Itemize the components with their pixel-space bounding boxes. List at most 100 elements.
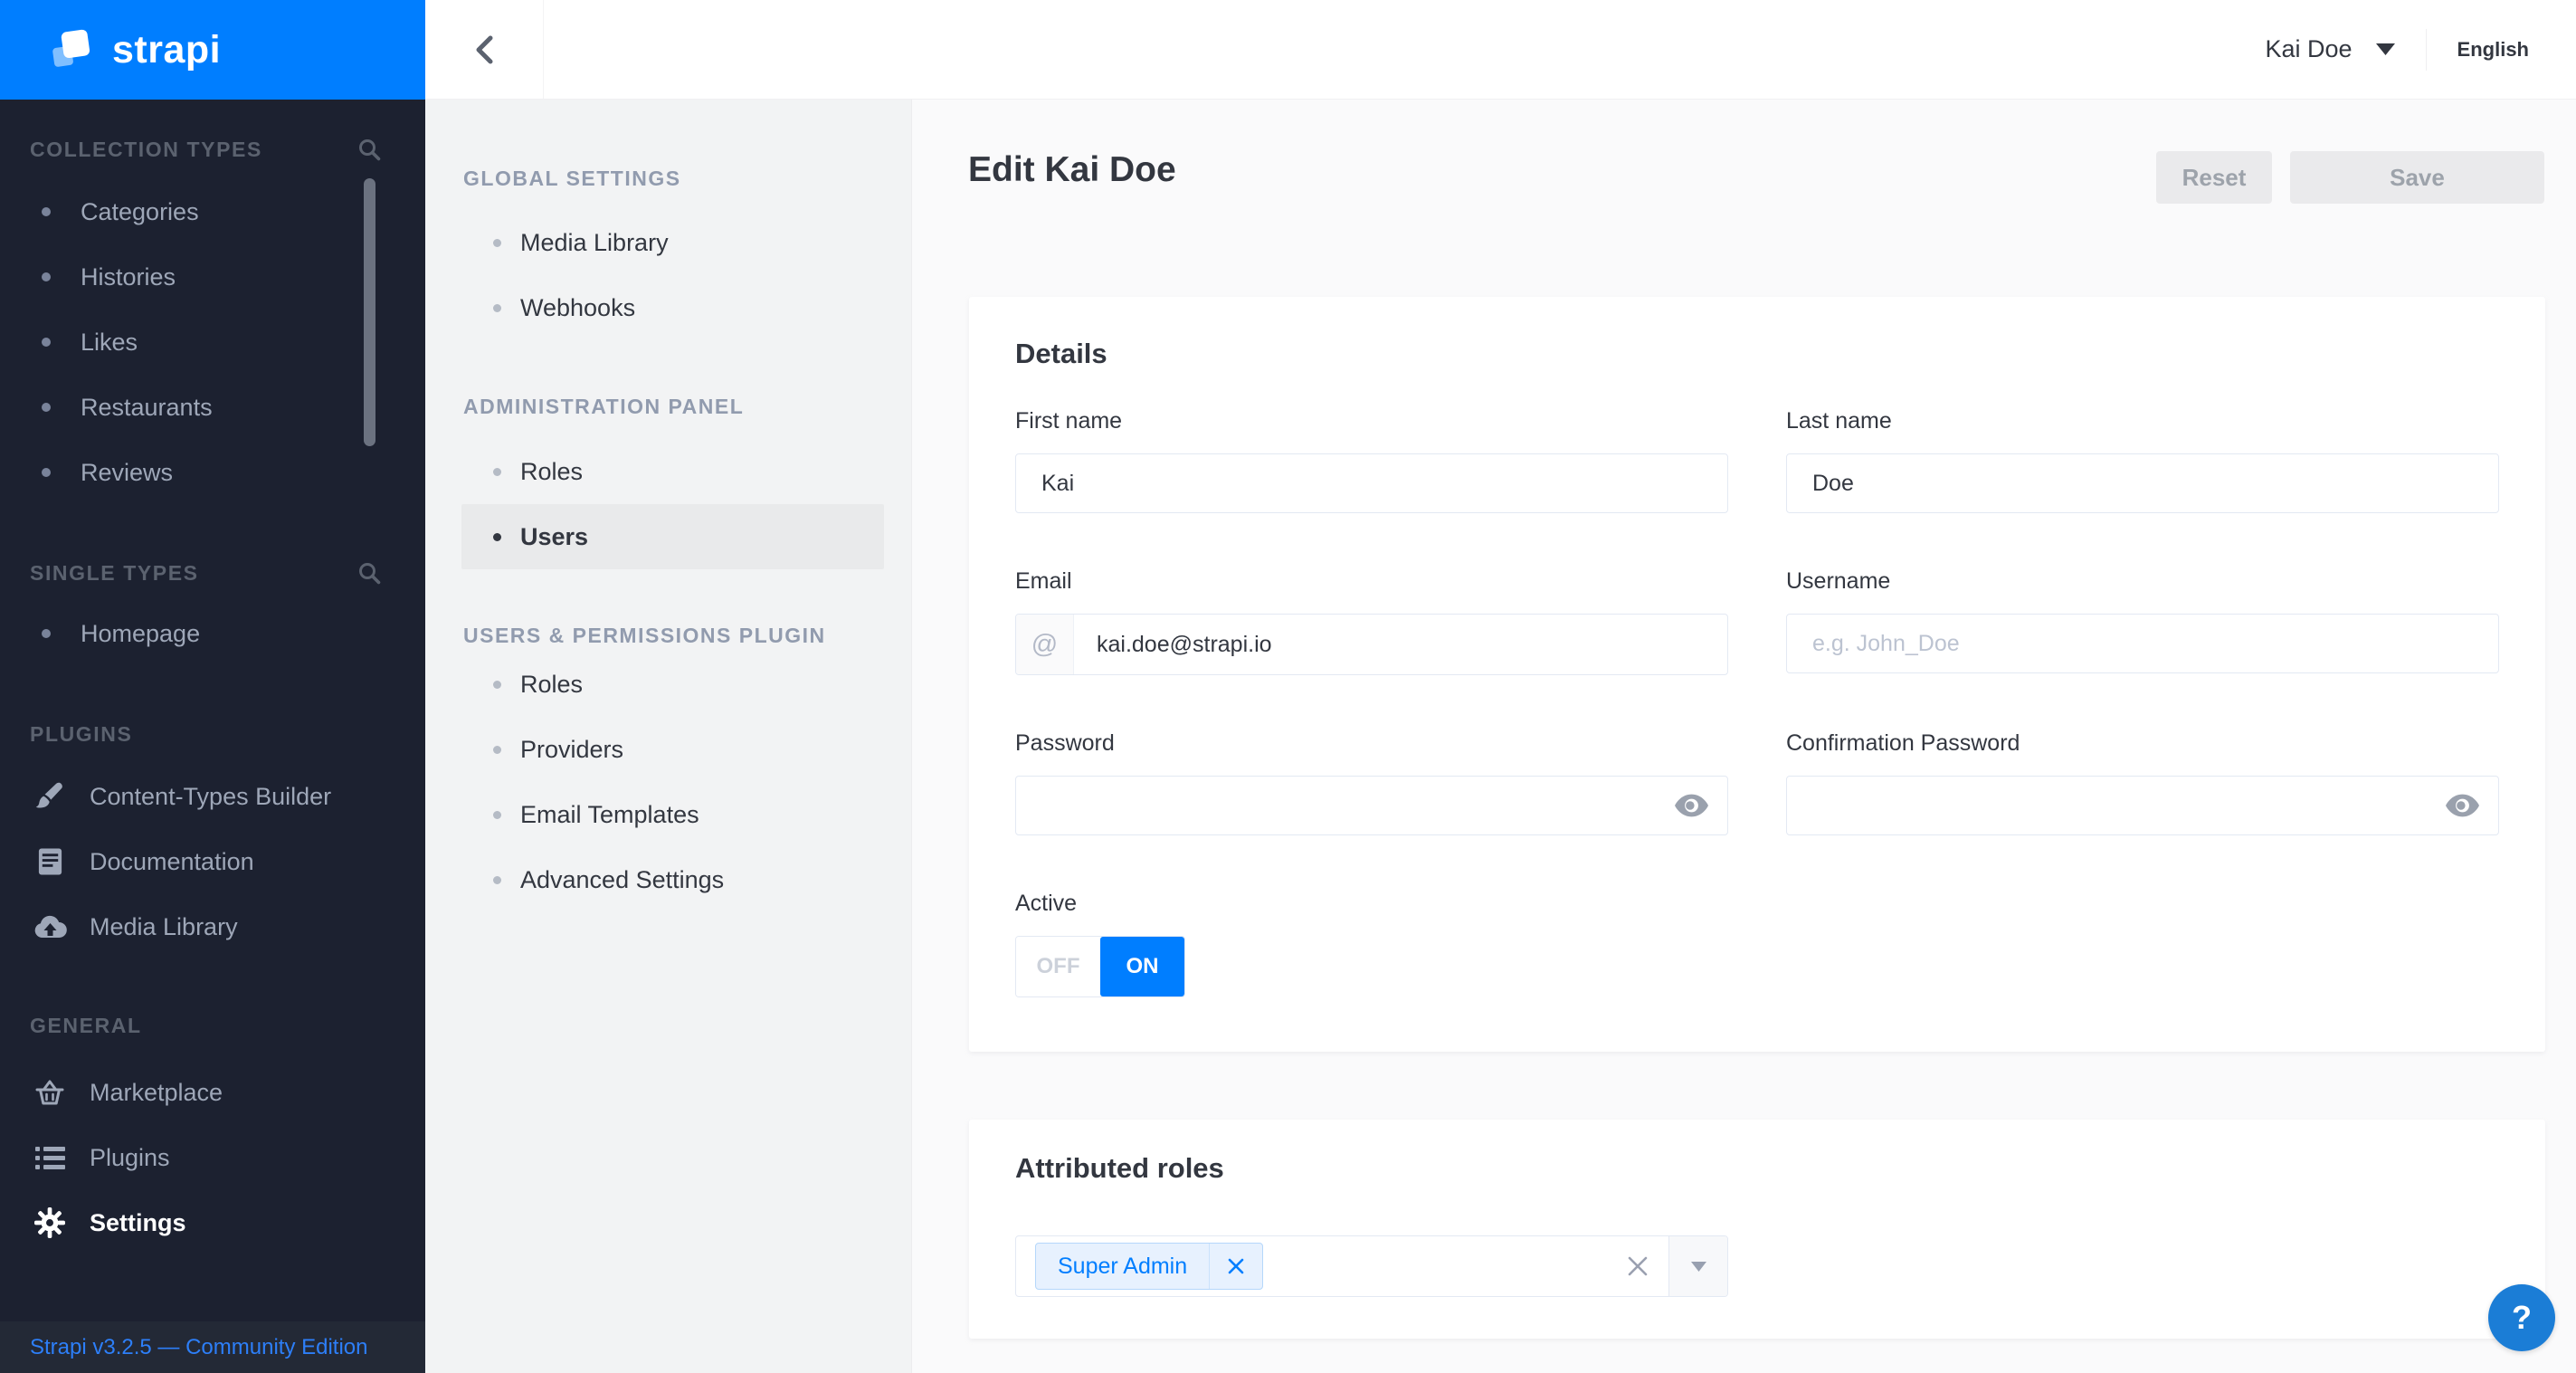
search-icon[interactable] xyxy=(357,561,382,586)
settings-item-label: Advanced Settings xyxy=(520,865,725,893)
bullet-icon xyxy=(493,810,501,819)
reset-button[interactable]: Reset xyxy=(2156,151,2272,204)
sidebar-item-settings[interactable]: Settings xyxy=(0,1190,425,1255)
version-link[interactable]: Strapi v3.2.5 — Community Edition xyxy=(30,1334,368,1359)
active-toggle-group: Active OFF ON xyxy=(1015,890,1728,997)
paint-brush-icon xyxy=(30,781,70,812)
username-group: Username xyxy=(1786,567,2499,675)
strapi-logo-icon xyxy=(47,26,94,73)
general-title: GENERAL xyxy=(30,1013,142,1037)
main-sidebar: strapi COLLECTION TYPES Categories Histo… xyxy=(0,0,425,1373)
sidebar-item-plugins[interactable]: Plugins xyxy=(0,1125,425,1190)
active-toggle: OFF ON xyxy=(1015,936,1185,997)
dropdown-toggle[interactable] xyxy=(1668,1236,1727,1296)
settings-section-title: ADMINISTRATION PANEL xyxy=(463,394,745,418)
sidebar-item-histories[interactable]: Histories xyxy=(0,244,425,310)
sidebar-item-documentation[interactable]: Documentation xyxy=(0,829,425,894)
page-head: Edit Kai Doe Reset Save xyxy=(912,100,2576,204)
settings-item-users[interactable]: Users xyxy=(461,504,884,569)
gear-icon xyxy=(30,1207,70,1238)
sidebar-item-categories[interactable]: Categories xyxy=(0,179,425,244)
settings-item-label: Providers xyxy=(520,735,624,763)
sidebar-item-label: Homepage xyxy=(81,619,201,647)
email-field[interactable] xyxy=(1074,615,1727,674)
remove-role-icon[interactable] xyxy=(1210,1258,1262,1274)
confirmation-password-group: Confirmation Password xyxy=(1786,729,2499,835)
sidebar-scrollbar[interactable] xyxy=(364,178,375,446)
password-group: Password xyxy=(1015,729,1728,835)
back-button[interactable] xyxy=(425,0,544,99)
settings-item-label: Webhooks xyxy=(520,293,636,321)
sidebar-item-label: Media Library xyxy=(90,912,238,940)
sidebar-item-marketplace[interactable]: Marketplace xyxy=(0,1060,425,1125)
help-button[interactable]: ? xyxy=(2488,1284,2555,1351)
sidebar-item-media-library[interactable]: Media Library xyxy=(0,894,425,959)
sidebar-item-homepage[interactable]: Homepage xyxy=(0,601,425,666)
bullet-icon xyxy=(42,468,51,477)
header-right: Kai Doe English xyxy=(2265,28,2576,71)
sidebar-item-likes[interactable]: Likes xyxy=(0,310,425,375)
bullet-icon xyxy=(493,532,501,541)
toggle-on-button[interactable]: ON xyxy=(1100,937,1184,996)
save-button[interactable]: Save xyxy=(2290,151,2544,204)
main-content: Edit Kai Doe Reset Save Details First na… xyxy=(912,100,2576,1373)
brand-name: strapi xyxy=(112,27,222,72)
role-tag: Super Admin xyxy=(1035,1243,1264,1290)
book-icon xyxy=(30,846,70,877)
settings-item-media-library[interactable]: Media Library xyxy=(425,210,911,275)
settings-item-email-templates[interactable]: Email Templates xyxy=(425,782,911,847)
single-types-title: SINGLE TYPES xyxy=(30,560,199,585)
plugins-header: PLUGINS xyxy=(0,720,425,748)
sidebar-item-label: Content-Types Builder xyxy=(90,782,332,810)
clear-selection-icon[interactable] xyxy=(1607,1255,1668,1277)
sidebar-item-content-types-builder[interactable]: Content-Types Builder xyxy=(0,764,425,829)
email-label: Email xyxy=(1015,568,1072,594)
last-name-label: Last name xyxy=(1786,408,1892,434)
roles-multiselect[interactable]: Super Admin xyxy=(1015,1235,1728,1297)
settings-section-users-permissions: USERS & PERMISSIONS PLUGIN xyxy=(425,622,911,649)
confirmation-password-field[interactable] xyxy=(1786,776,2499,835)
search-icon[interactable] xyxy=(357,138,382,162)
settings-item-label: Email Templates xyxy=(520,800,699,828)
bullet-icon xyxy=(42,403,51,412)
bullet-icon xyxy=(493,745,501,754)
bullet-icon xyxy=(493,467,501,476)
role-tag-label: Super Admin xyxy=(1058,1253,1188,1279)
settings-item-providers[interactable]: Providers xyxy=(425,717,911,782)
details-card: Details First name Last name Email @ xyxy=(969,297,2545,1052)
language-selector[interactable]: English xyxy=(2457,37,2529,61)
password-label: Password xyxy=(1015,730,1115,756)
cloud-upload-icon xyxy=(30,914,70,939)
sidebar-item-label: Documentation xyxy=(90,847,254,875)
settings-section-title: USERS & PERMISSIONS PLUGIN xyxy=(463,623,826,647)
settings-item-label: Roles xyxy=(520,670,584,698)
settings-item-admin-roles[interactable]: Roles xyxy=(425,439,911,504)
username-field[interactable] xyxy=(1786,614,2499,673)
plugins-title: PLUGINS xyxy=(30,721,133,746)
sidebar-item-label: Reviews xyxy=(81,458,174,486)
bullet-icon xyxy=(493,303,501,312)
page-title: Edit Kai Doe xyxy=(968,150,1176,189)
bullet-icon xyxy=(493,875,501,884)
caret-down-icon xyxy=(2375,43,2395,55)
eye-icon[interactable] xyxy=(1673,793,1710,819)
sidebar-item-restaurants[interactable]: Restaurants xyxy=(0,375,425,440)
sidebar-footer: Strapi v3.2.5 — Community Edition xyxy=(0,1321,425,1373)
strapi-logo[interactable]: strapi xyxy=(0,0,425,100)
sidebar-item-label: Marketplace xyxy=(90,1078,223,1106)
eye-icon[interactable] xyxy=(2444,793,2481,819)
settings-item-up-roles[interactable]: Roles xyxy=(425,652,911,717)
general-header: GENERAL xyxy=(0,1012,425,1039)
collection-types-title: COLLECTION TYPES xyxy=(30,137,262,161)
toggle-off-button[interactable]: OFF xyxy=(1016,937,1100,996)
bullet-icon xyxy=(42,629,51,638)
user-name: Kai Doe xyxy=(2265,35,2353,62)
sidebar-item-reviews[interactable]: Reviews xyxy=(0,440,425,505)
last-name-field[interactable] xyxy=(1786,453,2499,513)
settings-item-webhooks[interactable]: Webhooks xyxy=(425,275,911,340)
bullet-icon xyxy=(42,272,51,281)
first-name-field[interactable] xyxy=(1015,453,1728,513)
settings-item-advanced-settings[interactable]: Advanced Settings xyxy=(425,847,911,912)
user-menu[interactable]: Kai Doe xyxy=(2265,35,2395,63)
password-field[interactable] xyxy=(1015,776,1728,835)
